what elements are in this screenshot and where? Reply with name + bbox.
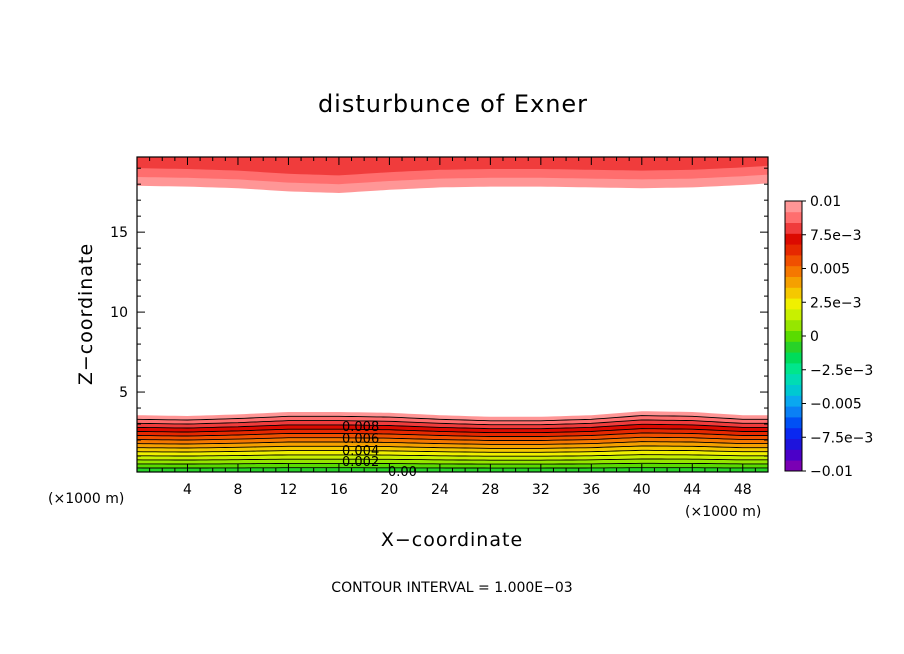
colorbar-swatch-24 [785,201,802,213]
x-unit-right: (×1000 m) [685,504,761,520]
colorbar-label-0: 0.01 [810,194,841,210]
x-tick-label-24: 24 [431,482,449,498]
contour-labels: 0.008 0.006 0.004 0.002 0.00 [342,420,417,480]
colorbar-swatch-8 [785,373,802,385]
contour-label-000: 0.00 [388,465,417,480]
colorbar-label-2: 0.005 [810,262,850,278]
colorbar-swatch-16 [785,287,802,299]
x-tick-label-28: 28 [481,482,499,498]
contour-line-3 [137,458,768,461]
contour-label-0002: 0.002 [342,455,379,470]
contour-label-0006: 0.006 [342,432,379,447]
colorbar-swatch-22 [785,222,802,234]
contour-line-5 [137,449,768,453]
colorbar-swatch-9 [785,363,802,375]
colorbar-swatch-18 [785,265,802,277]
colorbar-swatch-17 [785,276,802,288]
x-axis-label: X−coordinate [381,529,523,551]
colorbar-swatch-5 [785,406,802,418]
colorbar-swatch-6 [785,395,802,407]
x-tick-label-36: 36 [582,482,600,498]
x-axis-ticks: 4 8 12 16 20 24 28 32 36 40 44 48 [136,157,769,498]
colorbar-label-1: 7.5e−3 [810,228,862,244]
colorbar-swatch-12 [785,330,802,342]
colorbar-swatch-13 [785,319,802,331]
colorbar-swatch-21 [785,233,802,245]
x-tick-label-48: 48 [734,482,752,498]
colorbar-swatch-4 [785,417,802,429]
contour-line-2 [137,462,768,465]
y-axis-ticks: 5 10 15 [110,167,768,473]
colorbar-swatch-14 [785,309,802,321]
contour-line-7 [137,441,768,445]
contour-line-12 [137,419,768,426]
y-axis-label: Z−coordinate [75,243,97,385]
colorbar-swatch-11 [785,341,802,353]
colorbar-swatch-19 [785,255,802,267]
x-tick-label-12: 12 [280,482,298,498]
y-tick-label-10: 10 [110,305,128,321]
chart-title: disturbunce of Exner [318,90,588,118]
top-color-bands [137,157,768,193]
contour-label-0008: 0.008 [342,420,379,435]
colorbar-swatch-3 [785,427,802,439]
contour-line-4 [137,454,768,457]
colorbar-label-6: −0.005 [810,397,862,413]
top-band-2 [137,157,768,176]
colorbar-label-8: −0.01 [810,464,853,480]
colorbar-swatch-10 [785,352,802,364]
x-tick-label-8: 8 [233,482,242,498]
contour-line-8 [137,436,768,441]
x-tick-label-16: 16 [330,482,348,498]
colorbar-label-5: −2.5e−3 [810,363,873,379]
colorbar-swatch-1 [785,449,802,461]
colorbar-swatch-0 [785,460,802,472]
x-unit-left: (×1000 m) [48,491,124,507]
colorbar-swatch-23 [785,211,802,223]
colorbar-swatch-15 [785,298,802,310]
colorbar: 0.01 7.5e−3 0.005 2.5e−3 0 −2.5e−3 −0.005 −7.5e… [784,194,873,480]
colorbar-swatch-20 [785,244,802,256]
x-tick-label-20: 20 [380,482,398,498]
contour-line-13 [137,415,768,422]
colorbar-swatch-2 [785,438,802,450]
contour-line-11 [137,423,768,430]
x-tick-label-32: 32 [532,482,550,498]
plot-area [137,157,768,472]
colorbar-label-7: −7.5e−3 [810,430,873,446]
y-tick-label-5: 5 [119,385,128,401]
x-tick-label-4: 4 [183,482,192,498]
colorbar-label-3: 2.5e−3 [810,295,862,311]
contour-interval-note: CONTOUR INTERVAL = 1.000E−03 [331,580,572,596]
contour-line-9 [137,432,768,437]
y-tick-label-15: 15 [110,225,128,241]
x-tick-label-44: 44 [683,482,701,498]
colorbar-swatch-7 [785,384,802,396]
colorbar-label-4: 0 [810,329,819,345]
contour-line-10 [137,428,768,434]
contour-label-0004: 0.004 [342,444,379,459]
x-tick-label-40: 40 [633,482,651,498]
contour-line-6 [137,445,768,449]
contour-lines [137,415,768,469]
